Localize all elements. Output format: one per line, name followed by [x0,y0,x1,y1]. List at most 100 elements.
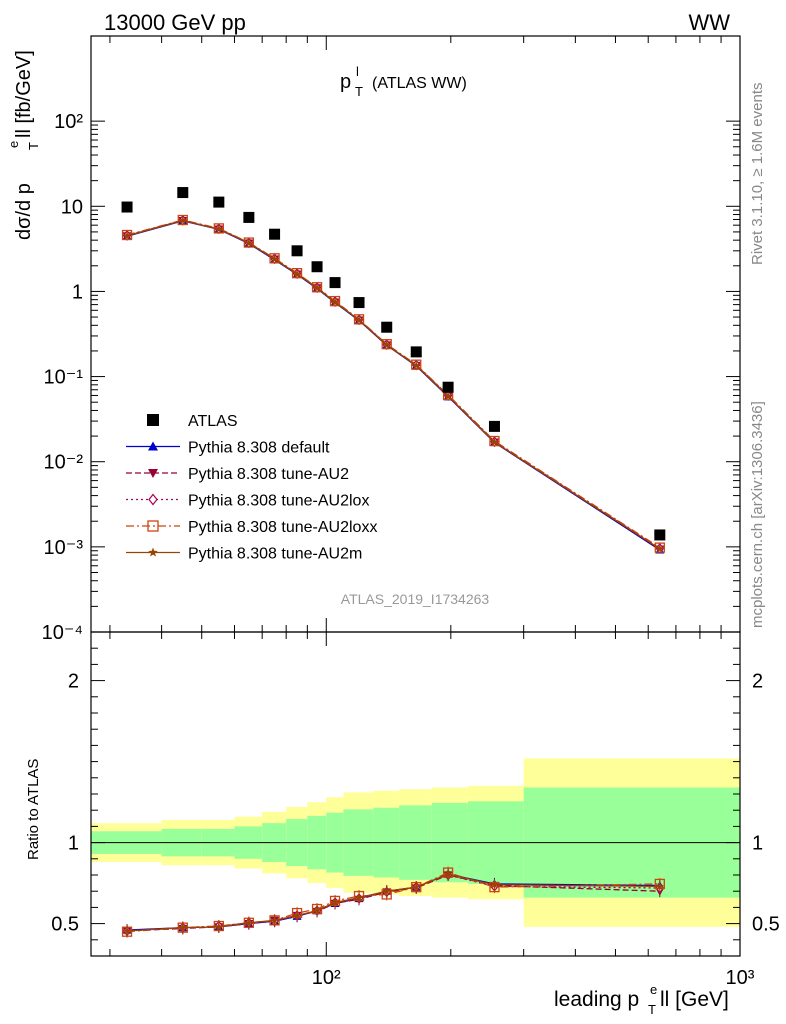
atlas-data-point [121,201,133,213]
header-left: 13000 GeV pp [104,10,246,35]
legend-label: Pythia 8.308 tune-AU2 [188,466,349,483]
xlabel-rest: ll [GeV] [660,988,729,1011]
series-marker-main [382,340,391,349]
main-y-tick-label: 10⁻² [44,452,84,474]
rivet-label: Rivet 3.1.10, ≥ 1.6M events [749,83,766,266]
ratio-y-tick-label-left: 1 [68,833,79,855]
xlabel: leading p e T ll [GeV] [554,982,729,1017]
ratio-y-tick-label-right: 1 [752,833,763,855]
atlas-data-point [381,321,393,333]
legend-label: Pythia 8.308 tune-AU2loxx [188,519,377,536]
atlas-data-point [213,196,225,208]
atlas-data-point [410,346,422,358]
main-ylabel: dσ/d p e T ll [fb/GeV] [6,50,41,240]
series-marker-main [292,269,302,278]
plot-title-sup: l [356,64,359,79]
series-marker-ratio [443,869,453,878]
main-y-tick-label: 1 [72,281,83,303]
mcplots-label: mcplots.cern.ch [arXiv:1306.3436] [749,401,766,628]
series-marker-ratio [382,886,391,895]
series-marker-ratio [292,911,302,920]
main-y-tick-label: 10⁻¹ [44,367,84,389]
series-marker-main [312,283,322,292]
series-line-ratio [127,874,660,932]
plot-title: p l T (ATLAS WW) [340,64,467,99]
series-marker-main [411,360,421,370]
atlas-data-point [442,381,454,393]
xlabel-sup: e [650,982,657,997]
series-marker-main [122,231,132,240]
legend-marker [148,547,158,557]
main-ylabel-rest: ll [fb/GeV] [13,50,35,138]
series-marker-main [353,314,365,325]
series-marker-main [291,267,303,279]
series-marker-main [214,224,224,233]
legend: ATLAS Pythia 8.308 default Pythia 8.308 tu… [126,413,377,563]
legend-marker [147,414,159,426]
series-marker-ratio [244,918,254,927]
atlas-data-point [177,187,189,199]
ratio-y-tick-label-right: 2 [752,671,763,693]
legend-label: Pythia 8.308 tune-AU2m [188,546,362,563]
series-marker-main [411,359,422,370]
legend-label: ATLAS [188,413,238,430]
series-marker-main [354,315,364,324]
main-ylabel-sub: T [26,142,41,150]
series-marker-ratio [312,906,322,915]
series-marker-ratio [354,893,364,902]
analysis-id: ATLAS_2019_I1734263 [341,591,490,607]
atlas-data-point [329,277,341,289]
ratio-y-tick-label-left: 2 [68,671,79,693]
ratio-ylabel: Ratio to ATLAS [25,759,42,860]
series-marker-main [311,282,323,293]
series-marker-ratio [490,880,499,889]
plot-title-sub: T [355,84,363,99]
series-marker-main [244,238,254,247]
atlas-data-point [269,228,281,240]
series-marker-main [243,237,255,248]
atlas-data-point [488,420,500,432]
main-y-tick-label: 10⁻³ [44,537,84,559]
main-panel-frame [90,35,741,633]
series-marker-main [329,295,341,307]
xlabel-text: leading p [554,988,639,1011]
header-right: WW [688,10,730,35]
atlas-data-points [121,187,666,541]
legend-marker [148,469,158,478]
main-y-tick-label: 10⁻⁴ [42,622,83,644]
main-y-tick-label: 10² [54,111,83,133]
series-marker-main [655,544,665,553]
series-marker-ratio [270,915,279,924]
axis-ticks: 10² 10³ 10⁻⁴ 10⁻³ 10⁻² 10⁻¹ 1 10 10² 0.5 0.5 1 1 2 2 [42,36,780,989]
plot-title-rest: (ATLAS WW) [372,75,467,92]
atlas-data-point [311,261,323,273]
series-marker-main [443,391,453,400]
ratio-bands [91,758,740,927]
series-marker-ratio [411,882,421,891]
legend-marker [148,493,158,506]
atlas-data-point [243,211,255,223]
series-marker-ratio [122,926,132,935]
atlas-data-point [353,297,365,309]
ratio-series [121,866,665,938]
series-marker-main [178,216,188,225]
series-marker-main [330,297,340,306]
series-line-ratio [127,873,660,932]
atlas-data-point [654,529,666,541]
x-tick-label: 10³ [726,967,755,989]
x-tick-label: 10² [312,967,341,989]
legend-label: Pythia 8.308 tune-AU2lox [188,493,369,510]
main-series [121,214,665,554]
legend-label: Pythia 8.308 default [188,440,330,457]
series-marker-main [177,214,188,226]
series-marker-main [270,254,279,263]
main-ylabel-text: dσ/d p [13,183,35,240]
series-marker-ratio [330,898,340,907]
ratio-y-tick-label-left: 0.5 [51,914,79,936]
series-marker-main [381,339,392,350]
legend-marker [147,520,159,532]
series-marker-main [489,435,500,447]
series-marker-main [490,437,499,446]
main-ylabel-sup: e [6,141,21,148]
